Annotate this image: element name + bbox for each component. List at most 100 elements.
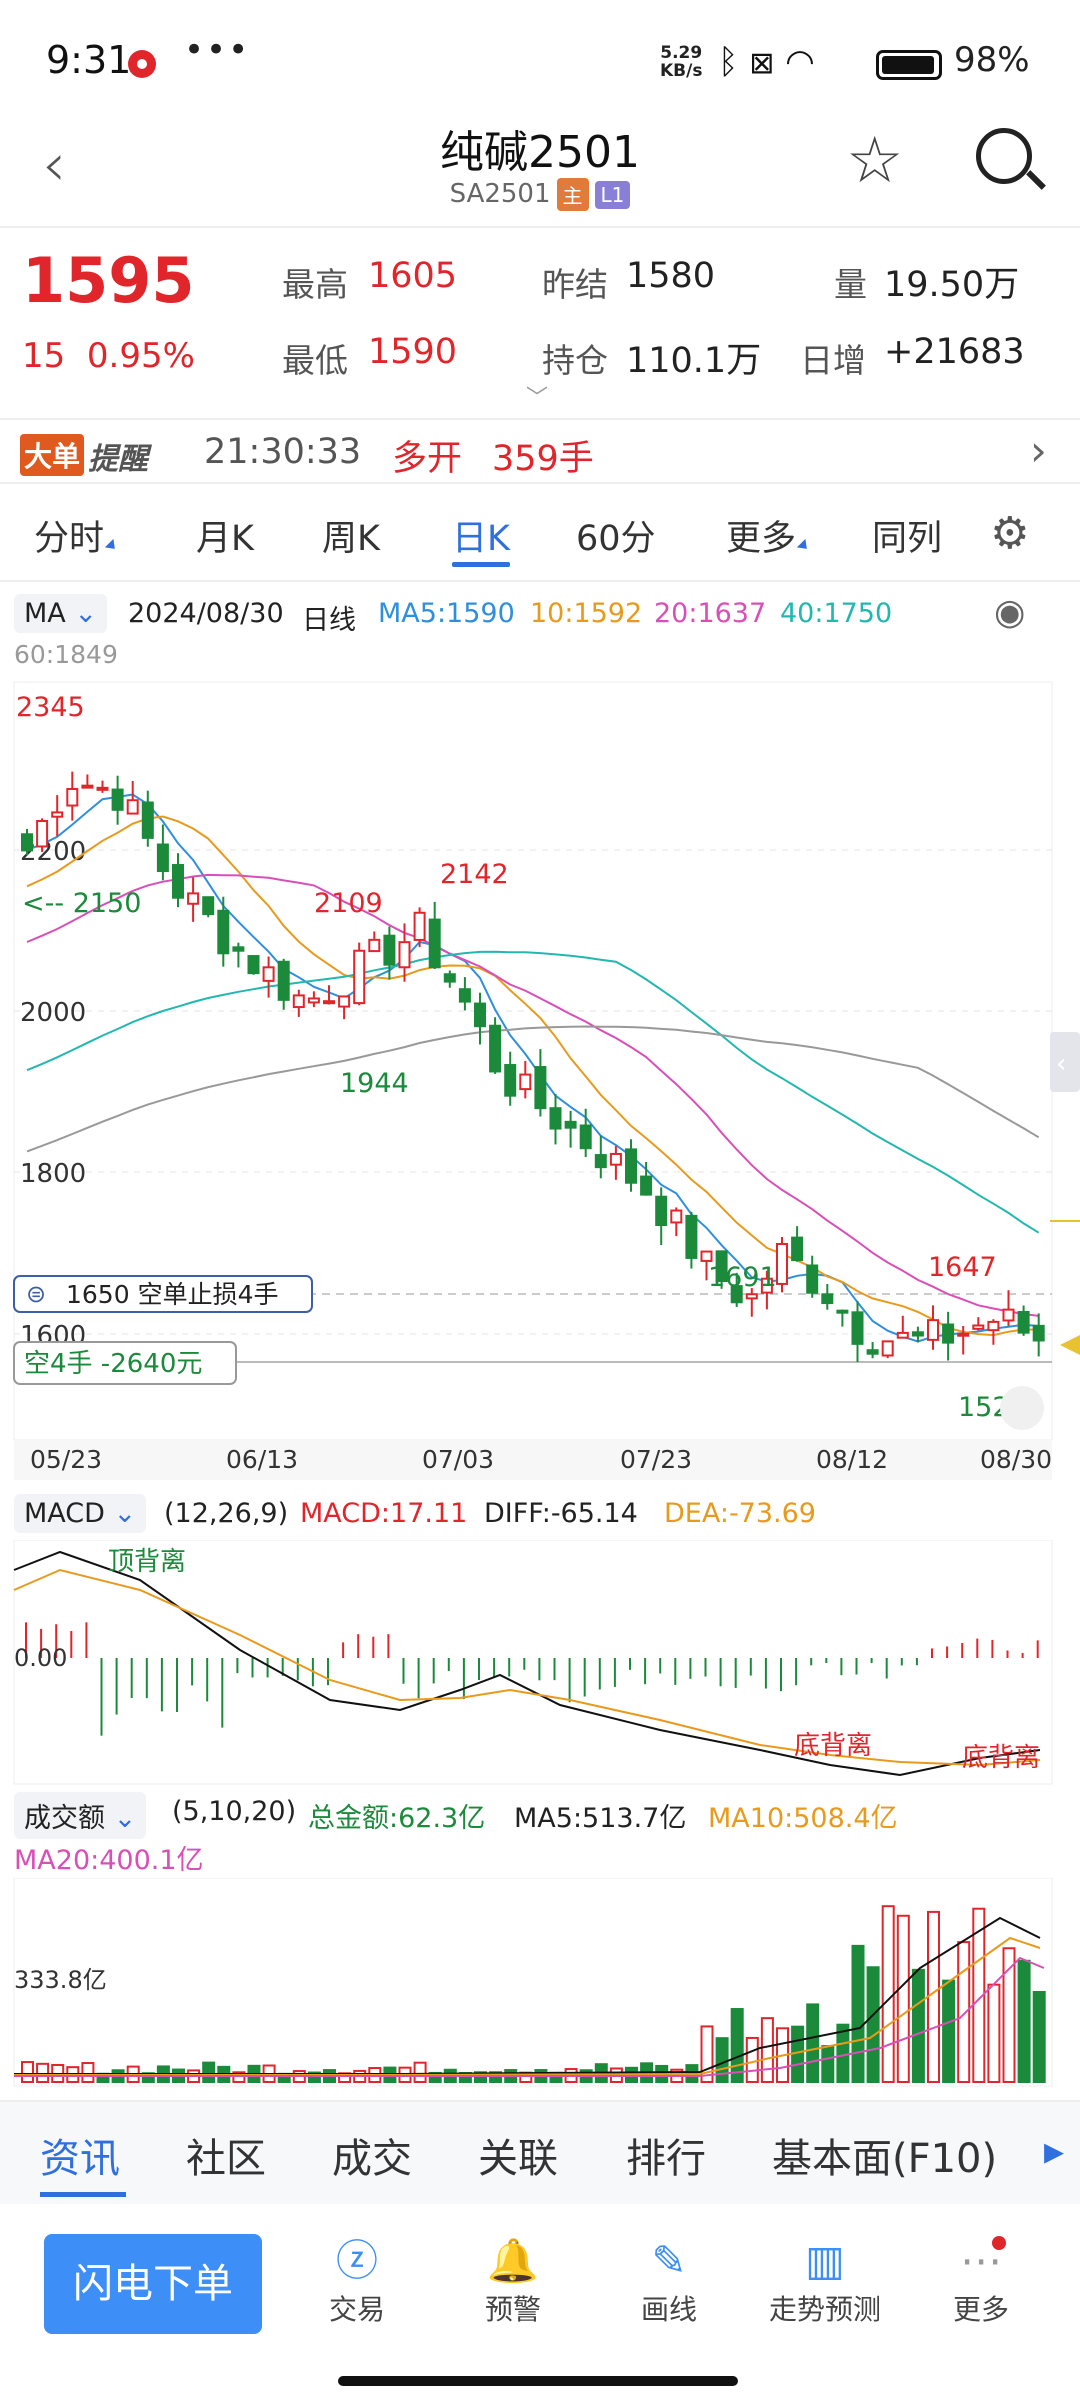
flash-order-button[interactable]: 闪电下单 [44,2234,262,2334]
status-bar: 9:31 ••• 5.29 KB/s ᛒ ⊠ ◠ 98% [0,0,1080,125]
candle [172,864,184,899]
tab-trades[interactable]: 成交 [332,2136,412,2182]
big-order-alert[interactable]: 大单 提醒 21:30:33 多开 359手 › [0,418,1080,484]
indicator-name: 成交额 [24,1803,105,1834]
chevron-right-icon[interactable]: › [1030,426,1047,475]
dea-value: DEA:-73.69 [664,1498,816,1529]
main-tag: 主 [556,178,589,211]
stop-loss-order[interactable]: ⊜ 1650 空单止损4手 [13,1275,313,1313]
tab-more[interactable]: 更多 [726,510,812,561]
nav-draw[interactable]: ✎ 画线 [594,2234,744,2328]
gear-icon[interactable]: ⚙ [990,508,1030,559]
chart-frame [13,681,1053,1441]
favorite-star-icon[interactable]: ☆ [846,124,904,198]
stop-loss-label: 1650 空单止损4手 [66,1280,278,1309]
tab-news[interactable]: 资讯 [40,2136,120,2182]
tab-fundamentals[interactable]: 基本面(F10) [772,2136,998,2182]
candle [66,787,79,807]
volume-bar [1017,1959,1031,2083]
candle [806,1264,819,1294]
volume-bar [791,2025,805,2084]
volume-bar [21,2061,34,2083]
nav-alert[interactable]: 🔔 预警 [438,2234,588,2328]
volume-bar [927,1910,940,2083]
candle [187,892,200,905]
candle [579,1124,592,1150]
candle [957,1332,970,1337]
ma-line [26,815,1039,1337]
tab-community[interactable]: 社区 [186,2136,266,2182]
volume-chart[interactable]: 333.8亿 [0,1878,1080,2088]
tab-related[interactable]: 关联 [478,2136,558,2182]
header: ‹ 纯碱2501 SA2501 主 L1 ☆ [0,110,1080,228]
expand-chevron-icon[interactable]: ﹀ [526,386,549,411]
more-icon: ⋯ [960,2236,1002,2285]
tab-label: 更多 [726,519,797,559]
divergence-label: 顶背离 [108,1547,186,1577]
volume-bar [489,2071,503,2084]
volume-bar [851,1944,865,2083]
ma-legend: MA ⌄ 2024/08/30 日线 MA5:1590 10:1592 20:1… [0,590,1080,670]
position-info[interactable]: 空4手 -2640元 [13,1341,237,1385]
volume-ma-line [14,1916,1041,2075]
battery-percent: 98% [954,40,1030,80]
nav-trade[interactable]: ⓩ 交易 [282,2234,432,2328]
side-collapse-handle[interactable] [1050,1032,1080,1092]
tab-label: 分时 [34,519,105,559]
tab-60min[interactable]: 60分 [576,519,656,559]
quote-panel: 1595 15 0.95% 最高 1605 最低 1590 昨结 1580 持仓… [0,230,1080,416]
tab-intraday[interactable]: 分时 [34,510,120,561]
candle [791,1236,804,1262]
volume-bar [760,2017,774,2083]
back-button[interactable]: ‹ [42,130,66,200]
candle [745,1293,758,1300]
kline-chart[interactable]: 2200 2000 1800 1600 2345 <-- 2150 2109 2… [0,680,1080,1480]
active-tab-indicator [40,2192,126,2197]
price-annotation: <-- 2150 [22,888,141,919]
tab-ranking[interactable]: 排行 [626,2136,706,2182]
macd-chart[interactable]: 0.00 顶背离 底背离 底背离 [0,1540,1080,1786]
prev-settle-value: 1580 [626,256,716,296]
candle [247,955,260,975]
tab-weekly[interactable]: 周K [322,519,380,559]
change-percent: 0.95% [86,336,195,376]
tab-monthly[interactable]: 月K [196,519,254,559]
candle [307,997,320,1004]
candle [126,799,139,815]
price-annotation: 1944 [340,1068,409,1099]
total-amount: 总金额:62.3亿 [308,1803,486,1834]
tab-same-column[interactable]: 同列 [872,519,943,559]
volume-bar [972,1907,986,2084]
eye-icon[interactable]: ◉ [994,592,1026,633]
candle [489,1024,502,1073]
network-speed: 5.29 KB/s [660,43,703,81]
candle [202,896,215,916]
price-annotation: 1647 [928,1252,997,1283]
l1-tag: L1 [594,180,631,209]
notification-more: ••• [184,30,251,70]
nav-forecast[interactable]: ▥ 走势预测 [750,2234,900,2328]
candle [881,1340,894,1357]
candle [51,811,64,818]
chart-frame [13,1878,1053,2087]
open-interest-value: 110.1万 [626,341,762,381]
candle [534,1066,547,1110]
ma-line [26,950,1040,1234]
nav-more[interactable]: ⋯ 更多 [906,2234,1056,2328]
tab-daily[interactable]: 日K [452,519,510,559]
search-icon[interactable] [976,128,1032,184]
volume-bar [232,2071,246,2083]
ma-line [26,873,1039,1317]
position-label: 空4手 -2640元 [24,1349,202,1379]
volume-selector[interactable]: 成交额 ⌄ [14,1792,147,1839]
chevron-right-icon[interactable]: ▸ [1044,2128,1065,2174]
volume-bar [821,2045,835,2084]
volume-bar [413,2061,427,2083]
volume-bar [911,1968,925,2083]
ma40-value: 40:1750 [780,598,893,629]
reset-icon[interactable] [1000,1386,1044,1430]
candle [21,833,33,852]
indicator-selector[interactable]: MA ⌄ [14,594,107,633]
volume-bar [881,1905,895,2084]
macd-selector[interactable]: MACD ⌄ [14,1494,147,1533]
